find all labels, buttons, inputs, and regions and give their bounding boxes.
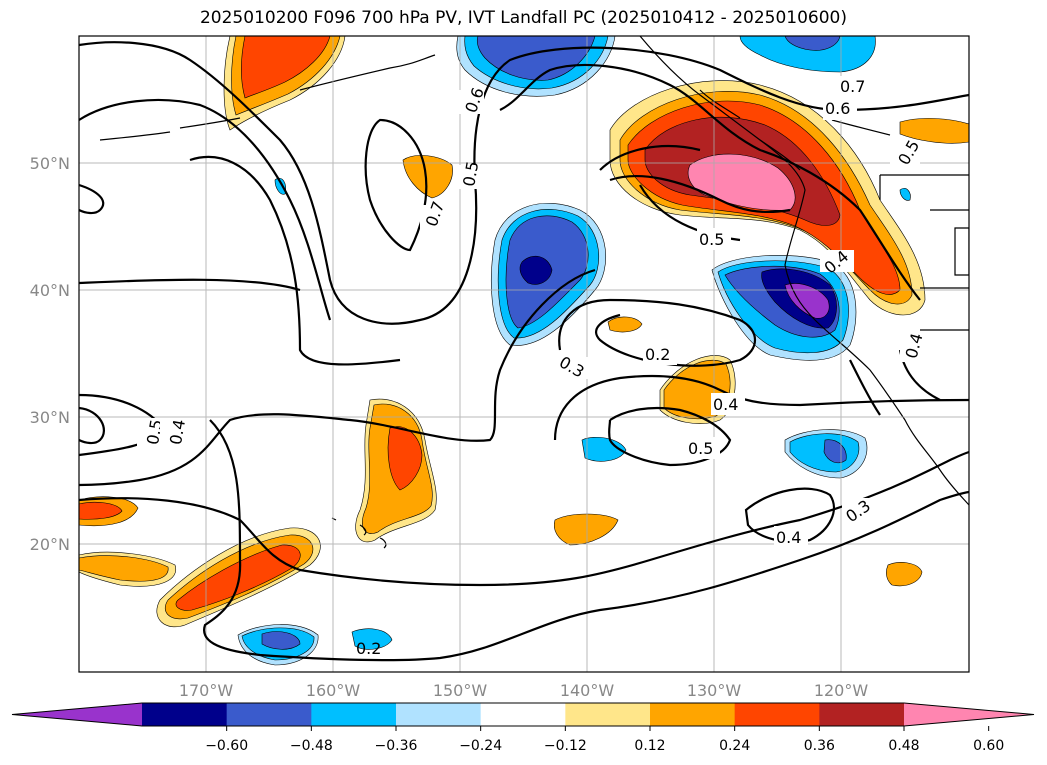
contour-label: 0.4	[166, 418, 189, 446]
colorbar-extend-min	[12, 703, 142, 726]
lon-tick-label: 170°W	[179, 681, 234, 700]
contour-label: 0.7	[840, 77, 865, 96]
colorbar-segment	[650, 703, 736, 726]
coastlines	[99, 36, 969, 549]
colorbar-segment	[480, 703, 566, 726]
colorbar-tick-label: −0.60	[205, 738, 248, 754]
contour-label: 0.6	[825, 99, 850, 118]
colorbar-tick-label: 0.24	[719, 738, 750, 754]
contour-label: 0.2	[356, 639, 381, 658]
lon-tick-label: 150°W	[433, 681, 488, 700]
pv-contours	[79, 41, 969, 662]
lat-tick-label: 20°N	[30, 535, 70, 554]
contour-label: 0.5	[459, 160, 482, 188]
colorbar-segment	[396, 703, 482, 726]
lat-tick-label: 30°N	[30, 408, 70, 427]
colorbar-segment	[142, 703, 228, 726]
lat-tick-labels: 50°N 40°N 30°N 20°N	[30, 154, 70, 554]
lon-tick-labels: 170°W 160°W 150°W 140°W 130°W 120°W	[179, 681, 869, 700]
colorbar-segment	[819, 703, 905, 726]
map-panel: 0.7 0.6 0.5 0.7 0.6 0.5 0.5 0.4 0.4 0.2 …	[79, 36, 969, 672]
lat-tick-label: 40°N	[30, 281, 70, 300]
contour-label-group: 0.7 0.6 0.5 0.7 0.6 0.5 0.5 0.4 0.4 0.2 …	[137, 76, 927, 658]
colorbar-tick-label: 0.60	[973, 738, 1004, 754]
contour-label: 0.5	[688, 439, 713, 458]
colorbar-tick-label: 0.36	[804, 738, 835, 754]
contour-label: 0.5	[699, 230, 724, 249]
lat-tick-label: 50°N	[30, 154, 70, 173]
plot-title: 2025010200 F096 700 hPa PV, IVT Landfall…	[199, 8, 847, 28]
colorbar-tick-label: −0.36	[375, 738, 418, 754]
lon-tick-label: 120°W	[814, 681, 869, 700]
colorbar-segment	[734, 703, 820, 726]
colorbar-segment	[226, 703, 312, 726]
lon-tick-label: 140°W	[560, 681, 615, 700]
colorbar-tick-label: −0.48	[290, 738, 333, 754]
colorbar-tick-label: −0.12	[544, 738, 587, 754]
colorbar-tick-label: 0.12	[634, 738, 665, 754]
colorbar-tick-label: −0.24	[459, 738, 502, 754]
lon-tick-label: 130°W	[687, 681, 742, 700]
map-frame	[78, 35, 970, 673]
graticule	[79, 36, 969, 672]
contour-label: 0.2	[645, 345, 670, 364]
colorbar-outline	[11, 702, 1035, 727]
colorbar-tick-label: 0.48	[888, 738, 919, 754]
colorbar-segment	[311, 703, 397, 726]
colorbar-extend-max	[904, 703, 1034, 726]
lon-tick-label: 160°W	[306, 681, 361, 700]
contour-label: 0.4	[713, 395, 738, 414]
contour-label: 0.4	[776, 528, 801, 547]
colorbar: −0.60 −0.48 −0.36 −0.24 −0.12 0.12 0.24 0.36 0.4…	[11, 702, 1035, 754]
colorbar-segment	[565, 703, 651, 726]
